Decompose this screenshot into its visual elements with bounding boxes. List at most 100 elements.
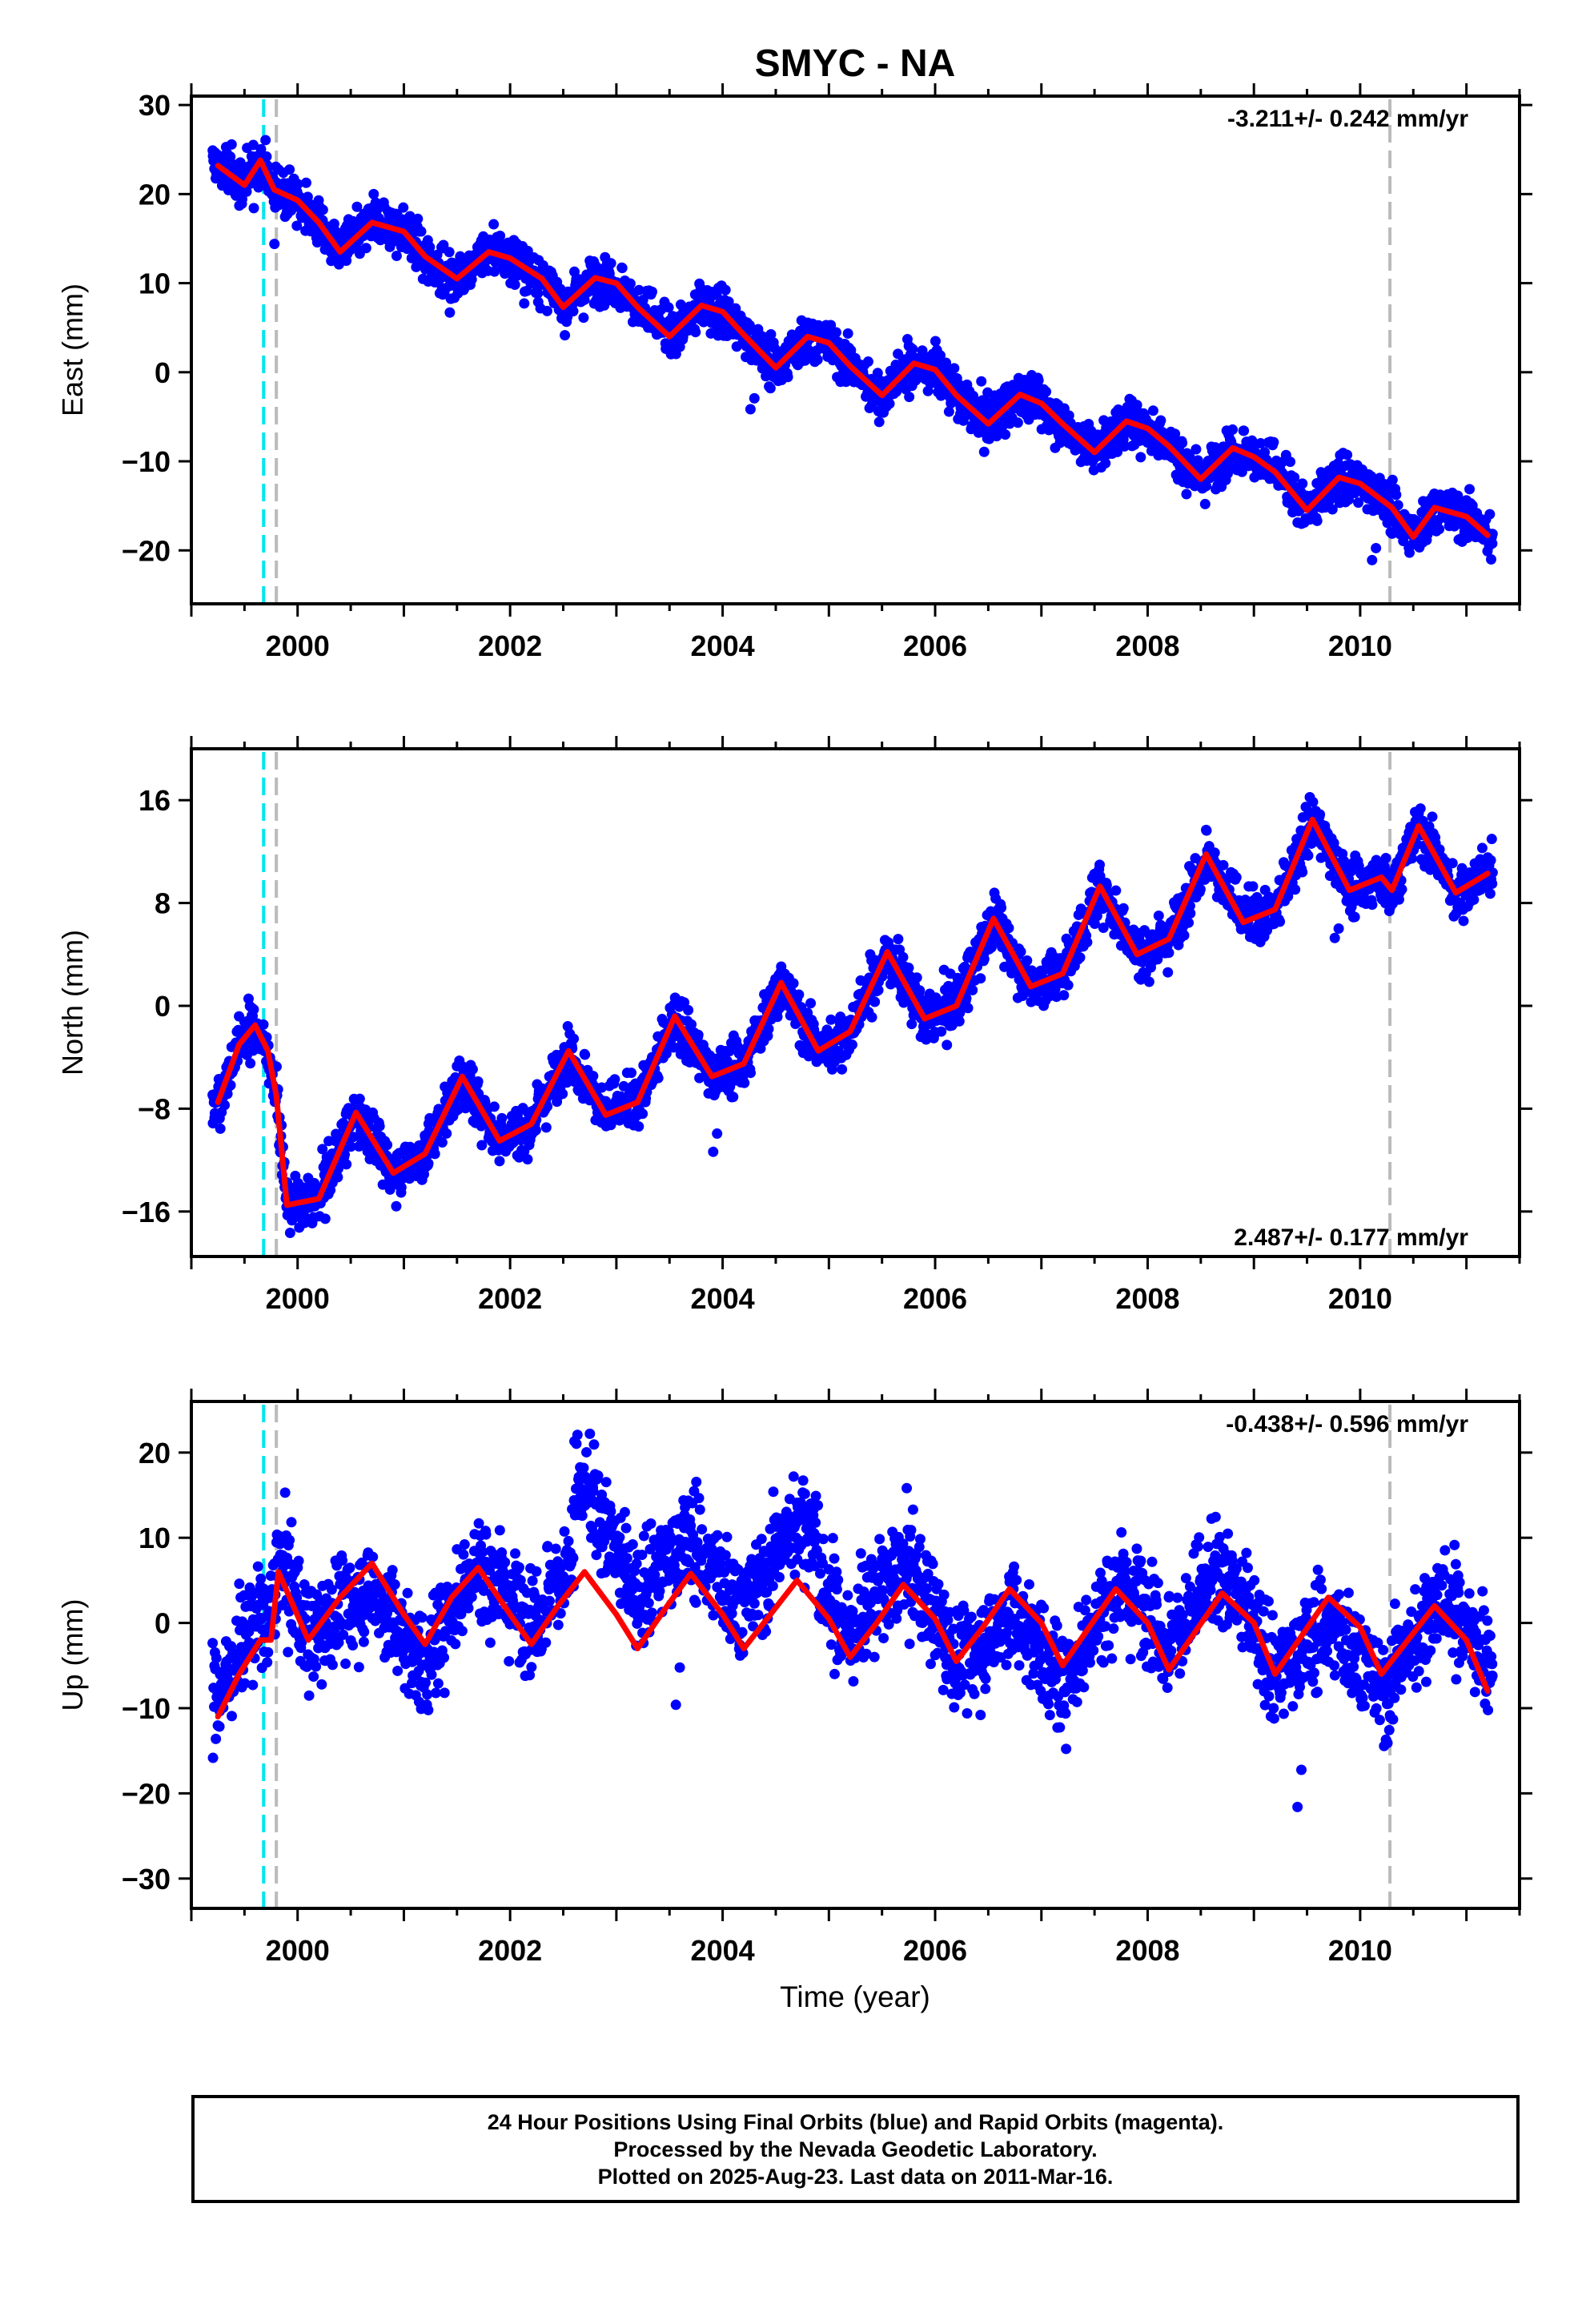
data-point (284, 1228, 295, 1239)
data-point (1100, 457, 1111, 468)
data-point (1487, 538, 1498, 549)
data-point (396, 1182, 407, 1193)
data-point (624, 278, 636, 289)
data-point (769, 343, 780, 354)
data-point (633, 284, 644, 296)
data-point (763, 1023, 774, 1035)
rate-label: -3.211+/- 0.242 mm/yr (1227, 106, 1468, 132)
data-point (258, 1019, 269, 1030)
data-point (745, 1068, 757, 1079)
data-point (1131, 400, 1142, 411)
x-tick-label: 2000 (266, 629, 330, 662)
data-point (509, 279, 520, 291)
data-point (708, 1146, 719, 1157)
data-point (1000, 429, 1011, 440)
data-point (1082, 937, 1093, 948)
x-tick-label: 2006 (903, 629, 967, 662)
data-point (730, 303, 741, 314)
data-point (1062, 979, 1074, 991)
data-point (1041, 386, 1052, 397)
data-point (765, 328, 777, 340)
data-point (438, 239, 449, 251)
data-point (930, 336, 941, 347)
data-point (637, 1108, 648, 1120)
data-point (284, 164, 295, 175)
x-tick-label: 2010 (1328, 629, 1392, 662)
data-point (749, 392, 760, 404)
y-tick-label: 0 (155, 356, 171, 389)
data-point (884, 398, 895, 409)
data-point (739, 1077, 750, 1088)
data-point (720, 284, 731, 296)
east-panel: 2000 2002 2004 2006 2008 20103020100−10−20Eas… (56, 83, 1532, 662)
data-point (1404, 547, 1415, 558)
data-point (374, 1120, 385, 1132)
data-point (996, 903, 1007, 914)
data-point (1163, 947, 1174, 959)
data-point (633, 1121, 644, 1132)
data-point (846, 1039, 857, 1051)
data-point (893, 934, 904, 945)
data-point (1015, 946, 1026, 957)
data-point (712, 1128, 723, 1140)
data-point (261, 151, 272, 163)
data-point (683, 1004, 694, 1015)
data-point (317, 204, 328, 215)
data-point (292, 179, 303, 190)
data-point (812, 354, 823, 365)
data-point (793, 989, 805, 1000)
data-point (568, 1033, 580, 1044)
data-point (495, 230, 506, 241)
data-point (1153, 910, 1164, 921)
data-point (1311, 515, 1323, 526)
data-point (568, 306, 579, 317)
data-point (1118, 903, 1129, 914)
data-point (978, 446, 990, 457)
data-point (368, 188, 379, 199)
data-point (436, 1137, 448, 1148)
data-point (626, 1068, 637, 1079)
data-point (1162, 967, 1174, 978)
data-point (830, 327, 841, 338)
data-point (1484, 509, 1496, 520)
data-point (837, 1063, 848, 1075)
data-point (1074, 952, 1086, 963)
data-point (967, 984, 978, 995)
data-point (911, 972, 922, 983)
data-point (341, 1159, 352, 1170)
data-point (248, 1003, 259, 1015)
data-point (532, 287, 544, 299)
data-point (1003, 923, 1014, 934)
data-point (248, 203, 259, 214)
data-point (441, 1128, 452, 1139)
data-point (360, 243, 371, 254)
data-point (488, 1101, 500, 1112)
data-point (1391, 489, 1402, 501)
y-axis-label: East (mm) (56, 283, 89, 416)
data-point (1195, 884, 1206, 895)
data-point (962, 1003, 974, 1014)
data-point (663, 302, 674, 313)
data-point (1143, 976, 1154, 987)
data-point (215, 1123, 226, 1134)
data-point (1209, 847, 1220, 858)
data-point (226, 139, 237, 150)
data-point (541, 305, 552, 316)
data-point (975, 973, 986, 984)
y-tick-label: 30 (139, 89, 171, 122)
data-point (300, 177, 311, 188)
data-point (444, 307, 456, 318)
data-point (866, 1011, 877, 1023)
data-point (412, 213, 424, 224)
data-point (241, 186, 252, 197)
data-point (1181, 489, 1192, 500)
x-tick-label: 2002 (478, 629, 542, 662)
data-point (906, 1019, 917, 1030)
data-point (579, 294, 590, 305)
data-point (1464, 484, 1476, 495)
data-point (521, 285, 532, 296)
data-point (245, 1058, 256, 1069)
y-tick-label: −20 (122, 534, 171, 567)
data-point (522, 1154, 533, 1165)
